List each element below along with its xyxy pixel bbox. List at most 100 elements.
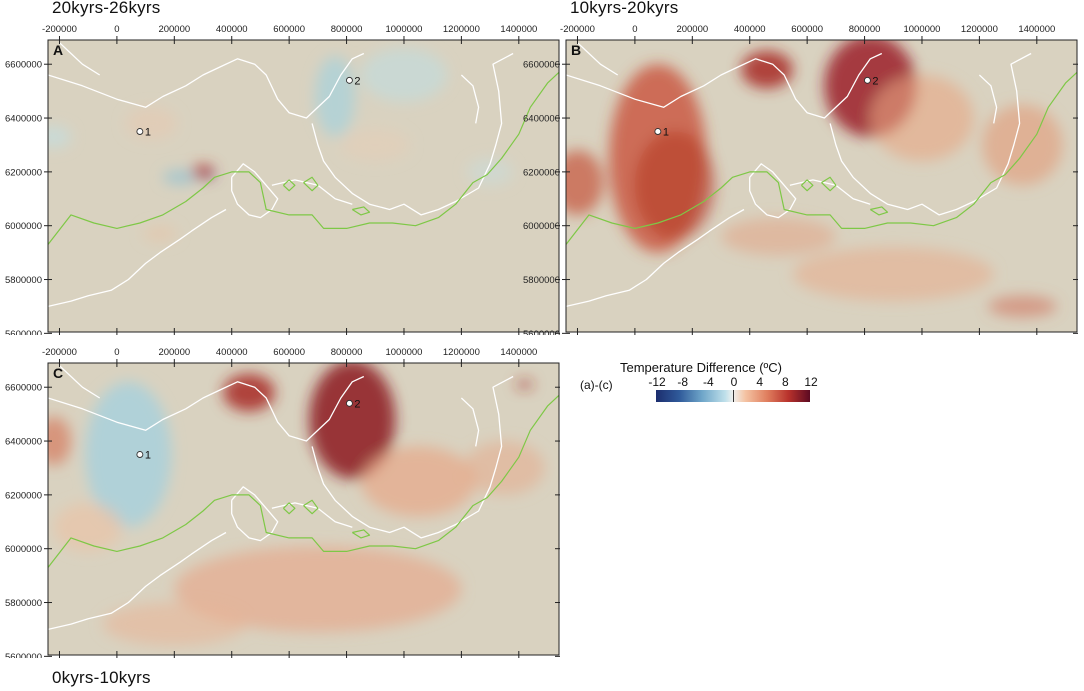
coastline bbox=[829, 52, 1032, 216]
legend-tick-label: 4 bbox=[756, 375, 763, 389]
x-tick-label: 600000 bbox=[791, 24, 823, 35]
x-tick-label: 1400000 bbox=[500, 347, 537, 358]
anomaly-blob bbox=[142, 225, 178, 242]
site-label: 2 bbox=[872, 75, 878, 87]
map-panel-c: -200000 0 200000 400000 600000 800000 1000000 1… bbox=[0, 343, 560, 658]
y-tick-label: 6200000 bbox=[5, 167, 42, 178]
x-tick-label: 1000000 bbox=[903, 24, 940, 35]
coastline bbox=[460, 74, 480, 124]
coastline bbox=[231, 486, 279, 542]
legend-tick-label: -4 bbox=[702, 375, 714, 389]
site-label: 2 bbox=[354, 398, 360, 410]
site-marker bbox=[654, 128, 662, 135]
coastline bbox=[231, 163, 279, 219]
anomaly-blob bbox=[634, 131, 716, 240]
map-frame bbox=[47, 362, 560, 656]
coastline bbox=[59, 42, 101, 76]
site-label: 1 bbox=[145, 450, 151, 462]
x-tick-label: 1400000 bbox=[500, 24, 537, 35]
y-tick-label: 6000000 bbox=[5, 544, 42, 555]
legend-tick-label: 0 bbox=[730, 375, 738, 389]
coastline bbox=[978, 74, 998, 124]
y-tick-label: 6000000 bbox=[5, 221, 42, 232]
panel-a-title: 20kyrs-26kyrs bbox=[52, 0, 161, 17]
anomaly-blob bbox=[566, 150, 604, 215]
coastline bbox=[566, 52, 883, 119]
map-field bbox=[566, 40, 1077, 332]
site-label: 2 bbox=[354, 75, 360, 87]
ice-sheet-margin bbox=[48, 394, 559, 568]
x-tick-label: 1200000 bbox=[443, 24, 480, 35]
site-marker bbox=[345, 76, 353, 84]
y-tick-label: 5800000 bbox=[5, 275, 42, 286]
x-tick-label: 400000 bbox=[216, 24, 248, 35]
ice-sheet-margin bbox=[303, 499, 319, 515]
ice-sheet-margin bbox=[282, 179, 296, 192]
coastline bbox=[48, 52, 365, 119]
panel-b-title: 10kyrs-20kyrs bbox=[570, 0, 679, 17]
panel-letter: B bbox=[571, 42, 581, 58]
map-svg: -200000 0 200000 400000 600000 800000 1000000 1… bbox=[5, 24, 560, 335]
temperature-legend: Temperature Difference (ºC) (a)-(c) -12-… bbox=[580, 360, 830, 410]
anomaly-blob bbox=[988, 295, 1057, 318]
y-tick-label: 6600000 bbox=[5, 60, 42, 71]
x-tick-label: 0 bbox=[114, 347, 119, 358]
y-tick-label: 6200000 bbox=[5, 490, 42, 501]
y-tick-label: 6000000 bbox=[523, 221, 560, 232]
ice-sheet-margin bbox=[303, 176, 319, 192]
site-marker bbox=[863, 76, 871, 84]
anomaly-blob bbox=[102, 602, 247, 646]
anomaly-blob bbox=[360, 446, 476, 517]
x-tick-label: -200000 bbox=[560, 24, 595, 35]
coastline bbox=[460, 397, 480, 447]
anomaly-blob bbox=[792, 247, 994, 302]
y-tick-label: 6400000 bbox=[523, 114, 560, 125]
anomaly-blob bbox=[204, 171, 214, 178]
map-field bbox=[48, 40, 559, 332]
anomaly-blob bbox=[464, 441, 545, 495]
coastline bbox=[749, 163, 797, 219]
coastline bbox=[48, 531, 227, 631]
map-panel-b: -200000 0 200000 400000 600000 800000 1000000 1… bbox=[518, 20, 1078, 335]
ice-sheet-margin bbox=[351, 529, 371, 539]
y-tick-label: 5600000 bbox=[5, 329, 42, 335]
ice-sheet-margin bbox=[800, 179, 814, 192]
x-tick-label: 1000000 bbox=[385, 24, 422, 35]
coastline bbox=[48, 208, 227, 308]
x-tick-label: 200000 bbox=[158, 347, 190, 358]
x-tick-label: 1200000 bbox=[961, 24, 998, 35]
coastline bbox=[311, 375, 514, 539]
anomaly-blob bbox=[360, 48, 448, 102]
x-tick-label: 800000 bbox=[331, 24, 363, 35]
anomaly-blob bbox=[340, 128, 410, 162]
legend-subtitle: (a)-(c) bbox=[580, 378, 613, 392]
anomaly-blob bbox=[982, 104, 1063, 186]
x-tick-label: 800000 bbox=[849, 24, 881, 35]
x-tick-label: 400000 bbox=[216, 347, 248, 358]
map-field bbox=[48, 363, 559, 655]
x-tick-label: 800000 bbox=[331, 347, 363, 358]
anomaly-blob bbox=[515, 381, 534, 388]
panel-c-title: 0kyrs-10kyrs bbox=[52, 668, 151, 687]
map-background bbox=[48, 40, 559, 332]
map-svg: -200000 0 200000 400000 600000 800000 1000000 1… bbox=[523, 24, 1078, 335]
anomaly-blob bbox=[721, 217, 836, 256]
x-tick-label: 0 bbox=[114, 24, 119, 35]
legend-tick-label: -8 bbox=[677, 375, 688, 389]
ice-sheet-margin bbox=[282, 502, 296, 515]
coastline bbox=[59, 365, 101, 399]
temperature-anomaly-field bbox=[566, 40, 1063, 318]
ice-sheet-margin bbox=[351, 206, 371, 216]
anomaly-blob bbox=[223, 373, 275, 412]
y-tick-label: 5800000 bbox=[5, 598, 42, 609]
panel-letter: A bbox=[53, 42, 63, 58]
x-tick-label: 0 bbox=[632, 24, 637, 35]
temperature-anomaly-field bbox=[48, 363, 545, 646]
map-frame bbox=[565, 39, 1078, 333]
anomaly-blob bbox=[174, 546, 462, 633]
x-tick-label: 1200000 bbox=[443, 347, 480, 358]
y-tick-label: 6200000 bbox=[523, 167, 560, 178]
legend-title: Temperature Difference (ºC) bbox=[620, 360, 783, 375]
y-tick-label: 6600000 bbox=[523, 60, 560, 71]
anomaly-blob bbox=[125, 107, 178, 140]
